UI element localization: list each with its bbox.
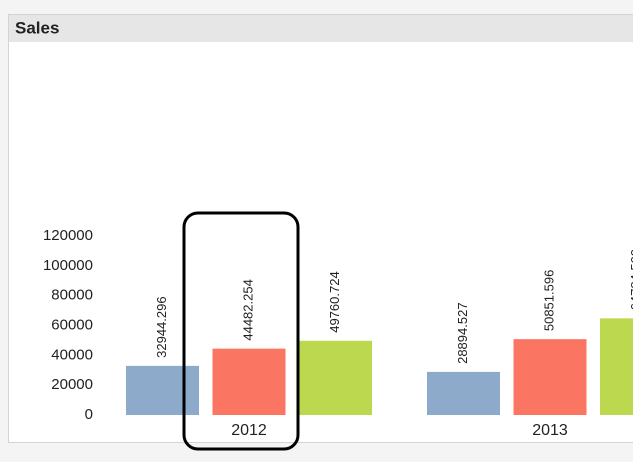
bar [126, 365, 199, 415]
y-tick-label: 20000 [51, 376, 93, 393]
panel-title: Sales [15, 18, 59, 37]
bar [427, 371, 500, 415]
value-label: 49760.724 [327, 271, 342, 332]
bar [513, 339, 587, 415]
bar [299, 340, 372, 415]
y-tick-label: 60000 [51, 316, 93, 333]
value-label: 50851.596 [541, 270, 556, 331]
y-tick-label: 40000 [51, 346, 93, 363]
value-label: 28894.527 [455, 302, 470, 363]
value-label: 64784.509 [628, 249, 633, 310]
y-tick-label: 120000 [43, 227, 93, 244]
y-tick-label: 100000 [43, 257, 93, 274]
panel-header [9, 15, 633, 42]
x-tick-label: 2013 [532, 422, 568, 439]
value-label: 32944.296 [154, 296, 169, 357]
plot-area: 0 20000 40000 60000 80000 100000 120000 32944.2… [43, 227, 633, 439]
x-tick-label: 2012 [231, 422, 267, 439]
bar [212, 348, 286, 415]
y-tick-label: 80000 [51, 287, 93, 304]
highlight-box [182, 211, 300, 451]
y-tick-label: 0 [85, 406, 93, 423]
value-label: 44482.254 [240, 279, 255, 340]
bar [600, 318, 633, 415]
